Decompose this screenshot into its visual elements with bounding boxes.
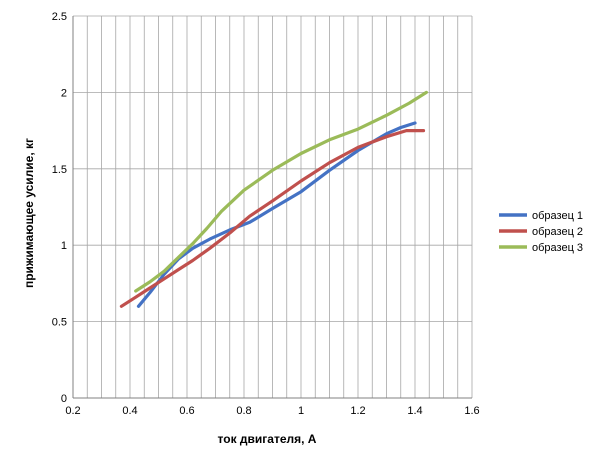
- grid: [72, 15, 473, 399]
- y-tick-label: 2: [61, 87, 67, 99]
- x-tick-label: 0.2: [65, 405, 80, 417]
- axes: [72, 16, 472, 399]
- x-tick-label: 1: [298, 405, 304, 417]
- y-tick-label: 1: [61, 240, 67, 252]
- x-tick-label: 0.4: [122, 405, 137, 417]
- x-tick-label: 0.8: [236, 405, 251, 417]
- tick-labels: 0.2 0.4 0.6 0.8 1 1.2 1.4 1.6 0 0.5 1 1.5 2 2.5: [52, 11, 480, 417]
- x-tick-label: 1.6: [464, 405, 479, 417]
- y-tick-label: 0: [61, 393, 67, 405]
- y-axis-title: прижимающее усилие, кг: [22, 138, 36, 288]
- series-lines: [119, 90, 428, 308]
- y-tick-label: 2.5: [52, 11, 67, 23]
- legend: образец 1 образец 2 образец 3: [499, 210, 583, 254]
- series-line-2: [119, 129, 426, 308]
- x-tick-label: 0.6: [179, 405, 194, 417]
- y-tick-label: 1.5: [52, 164, 67, 176]
- series-line-3: [134, 90, 428, 293]
- legend-label-2: образец 2: [532, 226, 583, 238]
- legend-label-1: образец 1: [532, 210, 583, 222]
- x-tick-label: 1.4: [407, 405, 422, 417]
- x-axis-title: ток двигателя, А: [218, 432, 317, 446]
- x-tick-label: 1.2: [350, 405, 365, 417]
- y-tick-label: 0.5: [52, 317, 67, 329]
- legend-label-3: образец 3: [532, 242, 583, 254]
